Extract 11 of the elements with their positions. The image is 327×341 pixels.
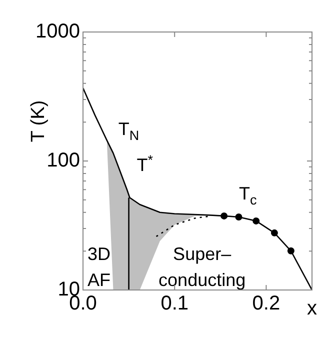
y-axis-title: T (K) xyxy=(28,100,50,142)
y-tick-label: 100 xyxy=(46,150,80,172)
annotation: Super– xyxy=(173,244,232,264)
annotation: conducting xyxy=(158,270,246,290)
x-axis-title: x xyxy=(307,298,317,320)
annotation: AF xyxy=(88,270,111,290)
x-tick-label: 0.2 xyxy=(252,292,280,315)
annotation: 3D xyxy=(88,244,111,264)
annotation: T* xyxy=(136,152,154,176)
y-tick-label: 1000 xyxy=(36,20,80,43)
x-tick-label: 0.1 xyxy=(160,292,189,315)
